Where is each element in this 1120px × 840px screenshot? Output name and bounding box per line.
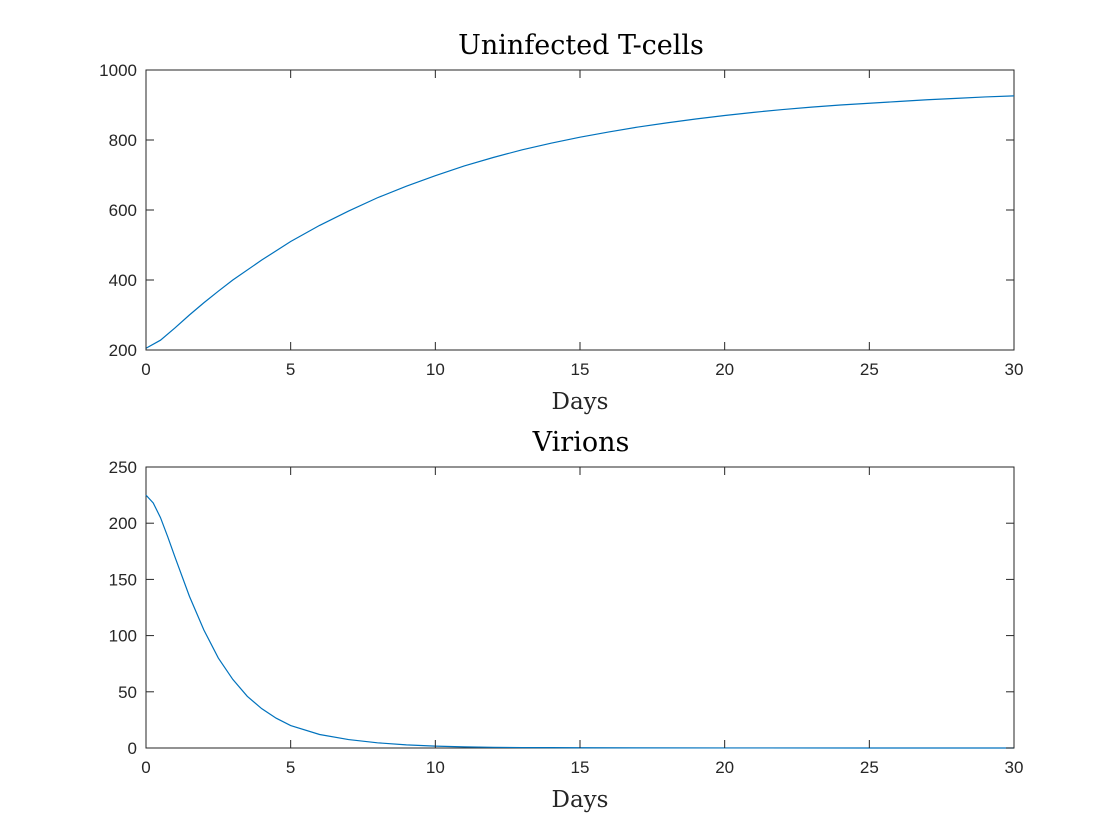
x-tick-label: 30 [1005, 758, 1024, 777]
x-tick-label: 20 [715, 758, 734, 777]
y-tick-label: 200 [109, 341, 137, 360]
x-axis-label: Days [552, 389, 609, 415]
y-tick-label: 600 [109, 201, 137, 220]
series-line [145, 95, 1015, 349]
x-tick-label: 25 [860, 758, 879, 777]
y-tick-label: 400 [109, 271, 137, 290]
x-tick-label: 20 [715, 360, 734, 379]
y-tick-label: 800 [109, 131, 137, 150]
tick-group: 0 5 10 15 20 25 30 0 50 100 150 200 250 [109, 458, 1024, 777]
y-tick-label: 150 [109, 570, 137, 589]
x-tick-label: 0 [141, 758, 150, 777]
y-tick-label: 100 [109, 627, 137, 646]
y-tick-label: 50 [118, 683, 137, 702]
x-tick-label: 5 [286, 360, 295, 379]
y-tick-label: 0 [128, 739, 137, 758]
x-tick-label: 5 [286, 758, 295, 777]
plot-title: Virions [532, 427, 630, 458]
x-tick-label: 30 [1005, 360, 1024, 379]
plot-title: Uninfected T-cells [458, 30, 704, 61]
x-tick-label: 15 [571, 360, 590, 379]
tick-group: 0 5 10 15 20 25 30 200 400 600 800 1000 [99, 61, 1023, 379]
y-tick-label: 200 [109, 514, 137, 533]
plot-uninfected-tcells: Uninfected T-cells 0 5 10 15 20 25 30 200 400 600… [99, 30, 1023, 415]
x-tick-label: 25 [860, 360, 879, 379]
x-tick-label: 10 [426, 360, 445, 379]
y-tick-label: 1000 [99, 61, 137, 80]
x-tick-label: 0 [141, 360, 150, 379]
plot-virions: Virions 0 5 10 15 20 25 30 0 50 100 150 200 250 Days [109, 427, 1024, 813]
x-tick-label: 10 [426, 758, 445, 777]
series-line [145, 494, 1015, 749]
x-tick-label: 15 [571, 758, 590, 777]
y-tick-label: 250 [109, 458, 137, 477]
x-axis-label: Days [552, 787, 609, 813]
